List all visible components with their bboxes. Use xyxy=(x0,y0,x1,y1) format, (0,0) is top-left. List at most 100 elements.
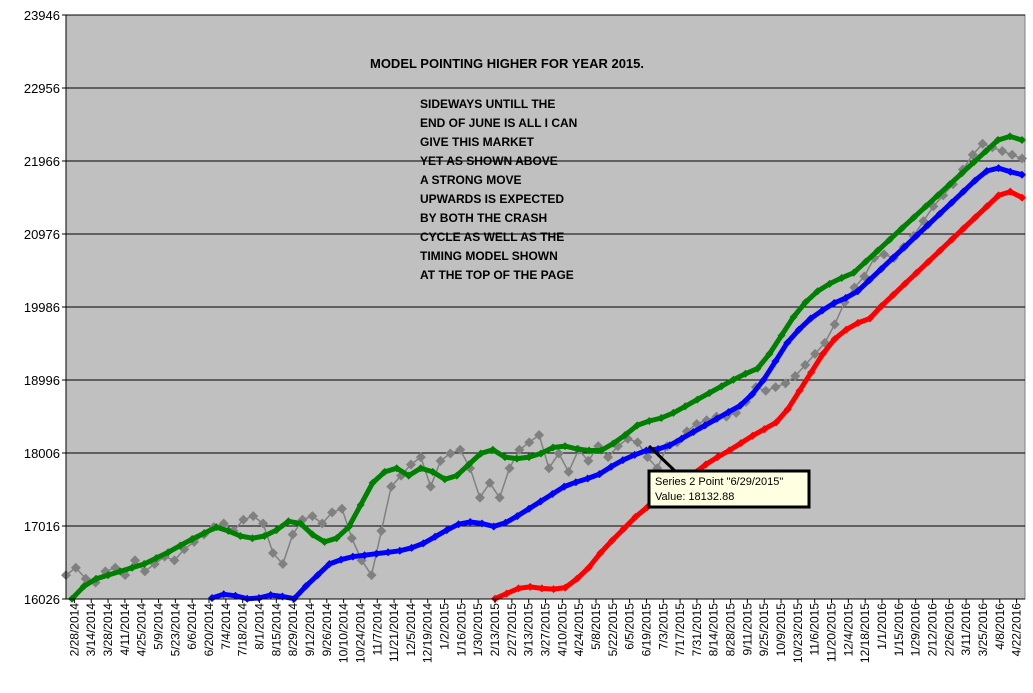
data-point xyxy=(572,574,581,583)
data-point xyxy=(128,563,137,572)
data-point xyxy=(344,523,353,532)
data-point xyxy=(981,147,990,156)
x-tick-label: 4/11/2014 xyxy=(118,603,132,656)
x-tick-label: 9/12/2014 xyxy=(303,603,317,657)
data-point xyxy=(116,567,125,576)
data-point xyxy=(277,559,288,570)
x-tick-label: 10/10/2014 xyxy=(337,603,351,663)
tooltip-value: Value: 18132.88 xyxy=(655,491,734,503)
x-tick-label: 11/20/2015 xyxy=(825,603,839,662)
data-point xyxy=(618,456,627,465)
data-point xyxy=(947,235,956,244)
data-point xyxy=(440,475,449,484)
data-point xyxy=(320,537,329,546)
data-point xyxy=(452,471,461,480)
data-point xyxy=(549,585,558,594)
data-point xyxy=(258,518,269,529)
data-point xyxy=(1018,193,1026,202)
data-point xyxy=(563,466,574,477)
data-tooltip: Series 2 Point "6/29/2015" Value: 18132.… xyxy=(647,444,811,509)
data-point xyxy=(386,481,397,492)
data-point xyxy=(748,390,756,399)
data-point xyxy=(561,442,570,451)
data-point xyxy=(584,563,593,572)
data-point xyxy=(372,549,381,558)
x-tick-label: 10/23/2015 xyxy=(791,603,805,663)
data-point xyxy=(982,167,991,176)
annotation: SIDEWAYS UNTILL THE END OF JUNE IS ALL I … xyxy=(420,97,577,282)
tooltip-leader-line xyxy=(647,444,678,474)
data-point xyxy=(969,158,978,167)
x-tick-label: 3/28/2014 xyxy=(101,603,115,657)
data-point xyxy=(380,467,389,476)
data-point xyxy=(900,242,909,251)
data-point xyxy=(266,591,275,600)
data-point xyxy=(254,593,263,602)
y-tick-label: 22956 xyxy=(24,81,60,96)
data-point xyxy=(524,453,533,462)
data-point xyxy=(129,555,140,566)
data-point xyxy=(957,169,966,178)
data-point xyxy=(841,293,850,302)
x-tick-label: 1/29/2016 xyxy=(909,603,923,657)
data-point xyxy=(806,314,815,323)
data-point xyxy=(248,534,257,543)
data-point xyxy=(348,552,357,561)
data-point xyxy=(188,534,197,543)
data-point xyxy=(512,454,521,463)
data-point xyxy=(873,246,882,255)
annotation-line: BY BOTH THE CRASH xyxy=(420,211,547,225)
data-point xyxy=(924,220,933,229)
data-point xyxy=(548,489,557,498)
data-point xyxy=(325,560,334,569)
data-point xyxy=(947,198,956,207)
data-point xyxy=(849,268,858,277)
data-point xyxy=(416,464,425,473)
data-point xyxy=(900,279,909,288)
data-point xyxy=(484,477,495,488)
data-point xyxy=(736,439,745,448)
data-point xyxy=(272,526,281,535)
data-point xyxy=(287,529,298,540)
data-point xyxy=(317,518,328,529)
x-tick-label: 11/21/2014 xyxy=(387,603,401,662)
data-point xyxy=(260,532,269,541)
data-point xyxy=(218,518,229,529)
x-tick-label: 3/14/2014 xyxy=(84,603,98,657)
data-point xyxy=(879,249,890,260)
chart-title: MODEL POINTING HIGHER FOR YEAR 2015. xyxy=(370,56,644,71)
data-point xyxy=(553,448,564,459)
data-point xyxy=(759,375,768,384)
data-point xyxy=(853,287,862,296)
data-point xyxy=(630,450,639,459)
data-point xyxy=(959,224,968,233)
x-tick-label: 7/4/2014 xyxy=(219,603,233,650)
data-point xyxy=(284,517,293,526)
x-tick-label: 9/26/2014 xyxy=(320,603,334,657)
data-point xyxy=(224,526,233,535)
y-tick-label: 16026 xyxy=(24,592,60,607)
data-point xyxy=(502,589,511,598)
data-point xyxy=(717,382,726,391)
y-tick-label: 18996 xyxy=(24,373,60,388)
data-point xyxy=(909,213,918,222)
annotation-line: SIDEWAYS UNTILL THE xyxy=(420,97,555,111)
data-point xyxy=(741,369,750,378)
x-tick-label: 4/25/2014 xyxy=(135,603,149,657)
data-point xyxy=(152,554,161,563)
data-point xyxy=(384,548,393,557)
data-point xyxy=(631,512,640,521)
data-point xyxy=(571,478,580,487)
data-point xyxy=(921,202,930,211)
x-tick-label: 8/15/2014 xyxy=(269,603,283,657)
data-point xyxy=(807,368,816,377)
data-point xyxy=(219,590,228,599)
data-point xyxy=(993,136,1002,145)
y-tick-label: 21966 xyxy=(24,154,60,169)
data-point xyxy=(760,385,771,396)
y-tick-label: 20976 xyxy=(24,227,60,242)
data-point xyxy=(765,349,774,358)
series-3 xyxy=(208,164,1026,603)
data-point xyxy=(795,386,804,395)
data-point xyxy=(585,446,594,455)
